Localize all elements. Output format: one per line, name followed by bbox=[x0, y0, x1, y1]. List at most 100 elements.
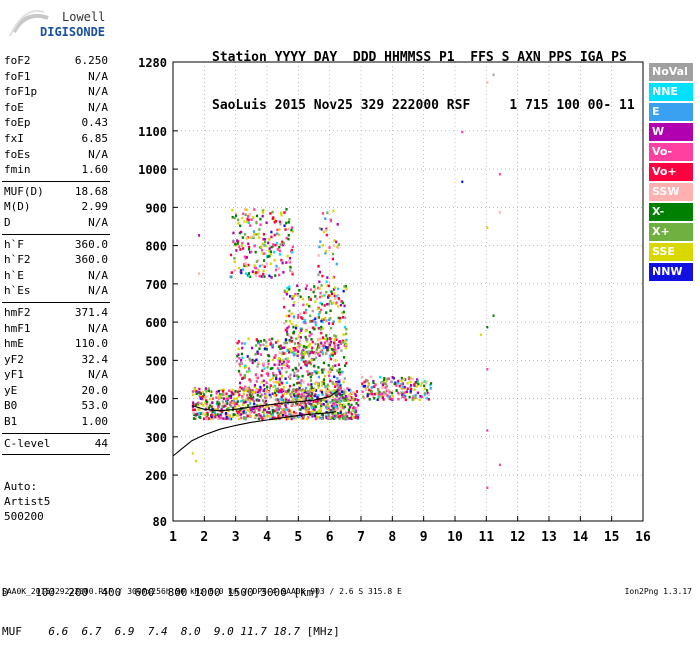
echo-point bbox=[387, 395, 390, 399]
echo-point bbox=[238, 371, 241, 375]
echo-point bbox=[311, 371, 314, 375]
param-value: N/A bbox=[88, 368, 108, 382]
echo-point bbox=[242, 403, 245, 407]
echo-point bbox=[391, 397, 394, 401]
echo-point bbox=[345, 396, 349, 400]
echo-point bbox=[301, 317, 304, 320]
echo-point bbox=[229, 401, 232, 404]
echo-point bbox=[245, 387, 248, 390]
echo-point bbox=[220, 410, 224, 414]
echo-point bbox=[247, 247, 251, 251]
echo-point bbox=[292, 416, 296, 420]
echo-point bbox=[379, 395, 382, 399]
echo-point bbox=[288, 285, 291, 289]
echo-point bbox=[271, 217, 274, 221]
echo-point bbox=[298, 331, 302, 335]
echo-point bbox=[246, 393, 249, 397]
echo-point bbox=[233, 397, 236, 401]
echo-point bbox=[198, 411, 201, 415]
echo-point bbox=[285, 400, 288, 404]
echo-point bbox=[402, 377, 405, 381]
echo-point bbox=[344, 395, 348, 398]
echo-point bbox=[313, 414, 317, 418]
echo-point bbox=[249, 379, 252, 383]
echo-point bbox=[194, 413, 197, 417]
echo-point bbox=[244, 385, 247, 389]
echo-point bbox=[249, 359, 252, 362]
echo-point bbox=[314, 394, 317, 398]
echo-point bbox=[285, 330, 289, 333]
echo-point bbox=[237, 353, 240, 356]
echo-point bbox=[344, 340, 347, 343]
echo-point bbox=[251, 235, 255, 238]
echo-point bbox=[241, 410, 244, 413]
echo-point bbox=[333, 402, 336, 406]
echo-point bbox=[317, 273, 320, 277]
echo-point bbox=[248, 390, 251, 393]
echo-point bbox=[307, 383, 310, 386]
table-unit: [km] bbox=[293, 586, 320, 599]
echo-point bbox=[264, 399, 268, 403]
echo-point bbox=[290, 226, 294, 229]
echo-point bbox=[192, 403, 195, 407]
echo-point bbox=[372, 381, 375, 385]
echo-point bbox=[290, 339, 294, 343]
param-row: fmin 1.60 bbox=[2, 163, 110, 179]
echo-point bbox=[324, 217, 327, 220]
echo-point bbox=[263, 238, 267, 241]
echo-point bbox=[311, 340, 314, 344]
echo-point bbox=[281, 413, 285, 417]
echo-point bbox=[297, 363, 301, 366]
x-tick-label: 9 bbox=[420, 530, 428, 545]
echo-point bbox=[282, 297, 285, 300]
echo-point bbox=[236, 242, 239, 245]
echo-point bbox=[406, 387, 409, 391]
echo-point bbox=[313, 382, 316, 386]
echo-point bbox=[243, 387, 246, 391]
echo-point bbox=[334, 382, 337, 386]
echo-point bbox=[314, 389, 318, 392]
echo-point bbox=[287, 408, 290, 412]
echo-point bbox=[234, 389, 237, 393]
echo-point bbox=[330, 302, 333, 305]
echo-point bbox=[290, 295, 294, 298]
echo-point bbox=[395, 389, 398, 392]
echo-point bbox=[242, 417, 246, 420]
echo-point bbox=[342, 315, 345, 319]
echo-point bbox=[411, 396, 414, 400]
echo-point bbox=[292, 383, 295, 387]
echo-point bbox=[194, 415, 198, 419]
echo-point bbox=[297, 341, 300, 345]
echo-point bbox=[246, 236, 250, 239]
echo-point bbox=[310, 319, 314, 323]
echo-point bbox=[192, 411, 195, 415]
echo-point bbox=[338, 415, 342, 418]
echo-point bbox=[221, 389, 225, 393]
echo-point bbox=[279, 372, 282, 375]
echo-point bbox=[274, 393, 278, 397]
echo-point bbox=[264, 394, 267, 398]
echo-point bbox=[342, 310, 345, 314]
echo-point bbox=[337, 344, 340, 347]
echo-point bbox=[326, 383, 329, 387]
echo-point bbox=[256, 376, 260, 380]
echo-point bbox=[275, 264, 278, 268]
echo-point bbox=[254, 415, 257, 419]
echo-point bbox=[364, 387, 367, 390]
echo-point bbox=[294, 366, 297, 370]
echo-point bbox=[197, 403, 200, 407]
legend-item: SSE bbox=[649, 243, 693, 261]
echo-point bbox=[345, 411, 348, 415]
echo-point bbox=[322, 381, 325, 384]
param-value: 6.250 bbox=[74, 54, 108, 67]
echo-point bbox=[331, 395, 335, 399]
echo-point bbox=[301, 297, 304, 301]
echo-point bbox=[238, 381, 242, 385]
echo-point bbox=[366, 394, 369, 397]
param-value: N/A bbox=[88, 268, 108, 282]
echo-point bbox=[311, 392, 314, 396]
echo-point bbox=[300, 393, 304, 397]
echo-point bbox=[275, 380, 278, 384]
echo-point bbox=[233, 256, 236, 260]
echo-point bbox=[314, 317, 317, 321]
